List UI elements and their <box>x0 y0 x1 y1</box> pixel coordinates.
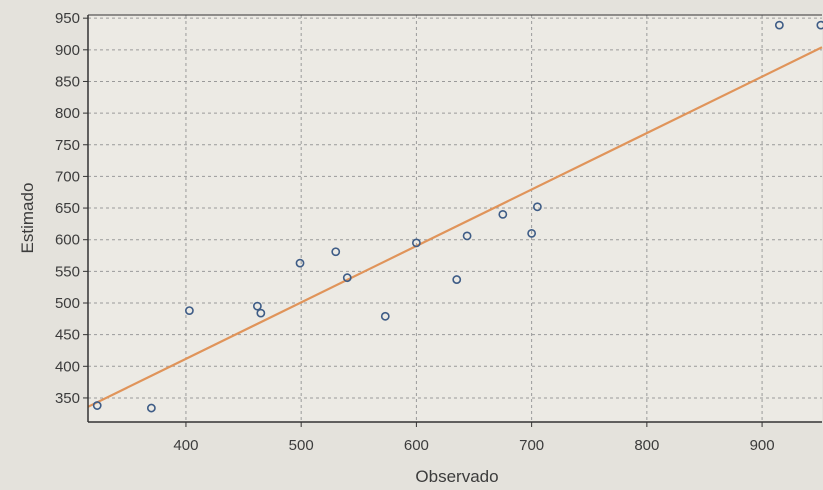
y-tick-label: 350 <box>55 390 80 407</box>
y-tick-label: 550 <box>55 263 80 280</box>
x-tick-label: 600 <box>404 437 429 454</box>
y-tick-label: 700 <box>55 168 80 185</box>
x-tick-label: 400 <box>173 437 198 454</box>
data-point <box>498 209 508 219</box>
data-points <box>92 20 823 413</box>
y-tick-label: 850 <box>55 73 80 90</box>
fit-line-group <box>87 46 823 408</box>
data-point <box>774 20 784 30</box>
plot-area <box>88 15 822 422</box>
x-tick-label: 700 <box>519 437 544 454</box>
data-point <box>331 247 341 257</box>
y-tick-label: 400 <box>55 358 80 375</box>
x-tick-label: 500 <box>289 437 314 454</box>
data-point <box>92 401 102 410</box>
data-point <box>295 258 305 268</box>
data-point <box>252 301 262 311</box>
data-point <box>527 228 537 238</box>
y-tick-label: 500 <box>55 295 80 312</box>
x-tick-labels: 400 500 600 700 800 900 <box>173 437 774 454</box>
y-tick-label: 450 <box>55 327 80 344</box>
axes <box>83 14 822 427</box>
data-point <box>342 273 352 283</box>
y-tick-label: 950 <box>55 10 80 27</box>
y-tick-label: 650 <box>55 200 80 217</box>
data-point <box>462 231 472 241</box>
y-tick-label: 900 <box>55 42 80 59</box>
data-point <box>411 238 421 248</box>
x-tick-label: 900 <box>750 437 775 454</box>
data-point <box>452 275 462 284</box>
y-tick-label: 750 <box>55 137 80 154</box>
y-tick-labels: 350 400 450 500 550 600 650 700 750 800 850 900 950 <box>55 10 80 407</box>
data-point <box>380 311 390 321</box>
data-point <box>816 20 823 30</box>
data-point <box>256 308 266 318</box>
grid-lines <box>88 15 822 422</box>
y-tick-label: 800 <box>55 105 80 122</box>
y-tick-label: 600 <box>55 232 80 249</box>
data-point <box>146 403 156 413</box>
x-axis-title: Observado <box>415 467 498 486</box>
y-axis-title: Estimado <box>18 183 37 254</box>
data-point <box>185 306 194 315</box>
data-point <box>532 202 542 212</box>
fit-line <box>87 46 823 408</box>
x-tick-label: 800 <box>634 437 659 454</box>
